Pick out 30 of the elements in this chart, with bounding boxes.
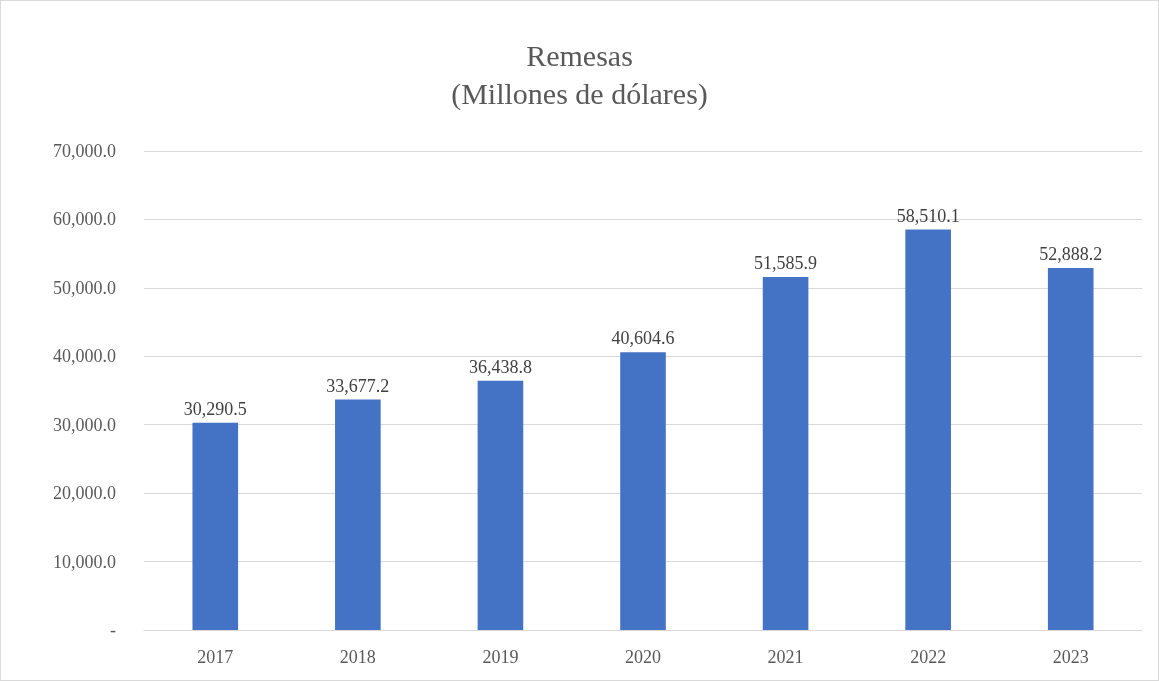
y-tick-label: 60,000.0 — [53, 209, 116, 230]
data-label: 40,604.6 — [611, 328, 675, 349]
y-tick-label: 40,000.0 — [53, 346, 116, 367]
data-label: 30,290.5 — [183, 398, 247, 419]
y-tick-label: 20,000.0 — [53, 483, 116, 504]
chart-title: Remesas (Millones de dólares) — [451, 38, 708, 111]
data-label: 58,510.1 — [896, 205, 960, 226]
data-label: 33,677.2 — [326, 375, 390, 396]
x-tick-label: 2017 — [197, 647, 234, 667]
y-tick-label: 50,000.0 — [53, 277, 116, 298]
bar — [905, 229, 951, 630]
bar — [620, 352, 666, 630]
data-label: 52,888.2 — [1039, 244, 1103, 265]
x-tick-label: 2018 — [339, 647, 376, 667]
bar — [1047, 268, 1094, 630]
y-tick-label: - — [110, 620, 116, 640]
x-tick-label: 2023 — [1052, 647, 1089, 667]
x-tick-label: 2020 — [625, 647, 661, 667]
bar — [335, 399, 381, 630]
y-tick-label: 30,000.0 — [53, 414, 116, 435]
x-tick-label: 2022 — [910, 647, 947, 667]
x-tick-label: 2019 — [482, 647, 519, 667]
bar — [762, 277, 809, 630]
data-label: 51,585.9 — [754, 253, 818, 274]
data-label: 36,438.8 — [468, 356, 532, 377]
bar — [477, 380, 524, 630]
y-tick-label: 70,000.0 — [53, 141, 116, 161]
y-tick-label: 10,000.0 — [53, 551, 116, 572]
bar — [192, 422, 239, 630]
x-tick-label: 2021 — [767, 647, 804, 667]
